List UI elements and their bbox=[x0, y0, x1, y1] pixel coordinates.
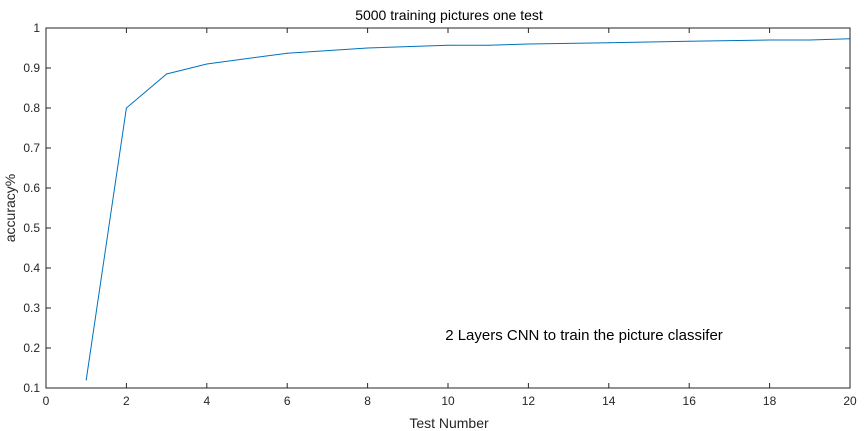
x-tick-label: 12 bbox=[522, 394, 536, 408]
x-tick-label: 20 bbox=[843, 394, 857, 408]
data-point bbox=[688, 40, 690, 42]
x-tick-label: 16 bbox=[683, 394, 697, 408]
data-point bbox=[487, 44, 489, 46]
axis-ticks: 0 2 4 6 8 10 12 14 16 18 20 0.1 0.2 0.3 0.4 0.5 0.6 0.7 0.… bbox=[23, 21, 857, 408]
data-layer bbox=[85, 38, 851, 381]
x-tick-label: 2 bbox=[123, 394, 130, 408]
chart-title: 5000 training pictures one test bbox=[355, 7, 543, 23]
data-point bbox=[85, 379, 87, 381]
data-point bbox=[367, 47, 369, 49]
y-tick-label: 0.5 bbox=[23, 221, 40, 235]
x-tick-label: 6 bbox=[284, 394, 291, 408]
data-point bbox=[286, 52, 288, 54]
data-point bbox=[447, 44, 449, 46]
y-tick-label: 1 bbox=[33, 21, 40, 35]
y-tick-label: 0.1 bbox=[23, 381, 40, 395]
x-tick-label: 0 bbox=[43, 394, 50, 408]
data-point bbox=[527, 43, 529, 45]
y-tick-label: 0.4 bbox=[23, 261, 40, 275]
y-tick-label: 0.3 bbox=[23, 301, 40, 315]
x-tick-label: 10 bbox=[441, 394, 455, 408]
y-tick-label: 0.6 bbox=[23, 181, 40, 195]
x-axis-title: Test Number bbox=[409, 415, 489, 431]
x-tick-label: 4 bbox=[203, 394, 210, 408]
plot-area-frame bbox=[45, 27, 851, 389]
data-point bbox=[809, 39, 811, 41]
y-tick-label: 0.8 bbox=[23, 101, 40, 115]
x-tick-label: 8 bbox=[364, 394, 371, 408]
y-tick-label: 0.7 bbox=[23, 141, 40, 155]
data-point bbox=[125, 107, 127, 109]
y-tick-label: 0.2 bbox=[23, 341, 40, 355]
y-axis-title: accuracy% bbox=[2, 174, 18, 242]
y-tick-label: 0.9 bbox=[23, 61, 40, 75]
data-point bbox=[608, 42, 610, 44]
series-line bbox=[85, 38, 851, 381]
data-point bbox=[769, 39, 771, 41]
chart-annotation: 2 Layers CNN to train the picture classi… bbox=[445, 327, 723, 344]
data-point bbox=[166, 73, 168, 75]
x-tick-label: 18 bbox=[763, 394, 777, 408]
x-tick-label: 14 bbox=[602, 394, 616, 408]
data-point bbox=[206, 63, 208, 65]
